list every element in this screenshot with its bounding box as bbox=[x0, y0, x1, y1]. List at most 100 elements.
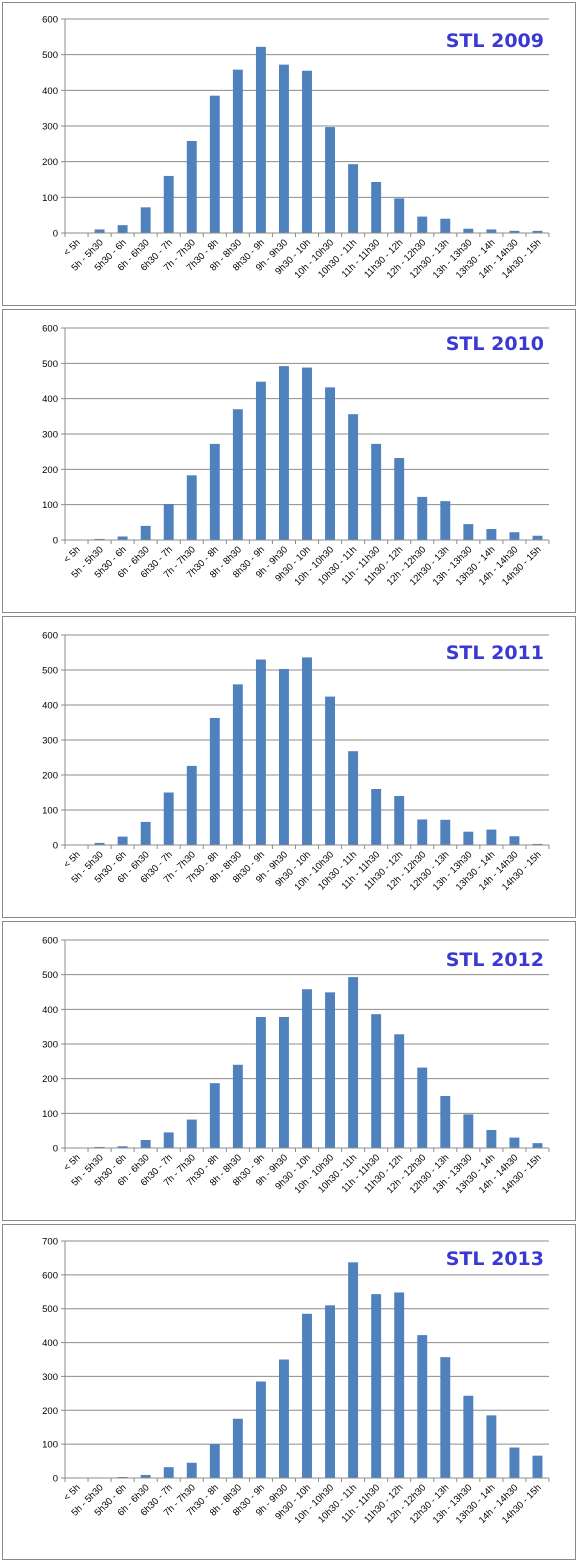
bar bbox=[417, 1067, 428, 1148]
bar bbox=[371, 443, 382, 540]
bar bbox=[440, 501, 451, 540]
y-tick-label: 100 bbox=[42, 1109, 58, 1120]
bar bbox=[255, 1381, 266, 1478]
bar bbox=[117, 225, 128, 233]
bar bbox=[348, 164, 359, 233]
y-tick-label: 200 bbox=[42, 771, 58, 782]
bar bbox=[463, 1114, 474, 1148]
bar bbox=[209, 717, 220, 845]
bar bbox=[509, 1137, 520, 1148]
bar bbox=[486, 229, 497, 233]
bar bbox=[186, 1462, 197, 1478]
y-tick-label: 400 bbox=[42, 701, 58, 712]
bar bbox=[163, 1467, 174, 1478]
bar bbox=[186, 140, 197, 233]
bar bbox=[325, 992, 336, 1148]
bar bbox=[94, 229, 105, 233]
y-tick-label: 300 bbox=[42, 122, 58, 133]
bar bbox=[417, 496, 428, 540]
y-tick-label: 0 bbox=[53, 229, 58, 240]
bar bbox=[302, 367, 312, 540]
y-tick-label: 700 bbox=[42, 1237, 58, 1248]
bar bbox=[509, 1447, 520, 1478]
bar bbox=[509, 532, 520, 540]
y-tick-label: 500 bbox=[42, 1304, 58, 1315]
bar bbox=[348, 977, 359, 1148]
y-tick-label: 0 bbox=[53, 1474, 58, 1485]
y-tick-label: 200 bbox=[42, 1074, 58, 1085]
bar bbox=[302, 989, 312, 1148]
bar bbox=[302, 657, 312, 845]
bar bbox=[463, 1395, 474, 1478]
bar bbox=[186, 765, 197, 845]
bar bbox=[278, 1016, 289, 1148]
bar bbox=[94, 842, 105, 845]
y-tick-label: 400 bbox=[42, 1005, 58, 1016]
y-tick-label: 500 bbox=[42, 666, 58, 677]
bar bbox=[394, 458, 405, 540]
chart-panel-2013: 0 100 200 300 400 500 600 700 < 5h 5h - 5h30 5h30 … bbox=[2, 1224, 576, 1560]
y-tick-label: 200 bbox=[42, 465, 58, 476]
bar bbox=[532, 535, 543, 540]
bar bbox=[417, 819, 428, 845]
bar bbox=[532, 230, 543, 233]
bar bbox=[232, 69, 243, 233]
y-tick-label: 0 bbox=[53, 1144, 58, 1155]
bar bbox=[278, 64, 289, 233]
bar bbox=[117, 836, 128, 845]
chart-title: STL 2011 bbox=[446, 642, 544, 664]
bar bbox=[278, 668, 289, 845]
bar bbox=[255, 1016, 266, 1148]
y-tick-label: 500 bbox=[42, 50, 58, 61]
y-tick-label: 600 bbox=[42, 936, 58, 947]
bar bbox=[394, 1292, 405, 1478]
bar bbox=[440, 1096, 451, 1148]
bar bbox=[140, 1140, 151, 1148]
bar bbox=[463, 831, 474, 845]
bar bbox=[463, 228, 474, 233]
y-tick-label: 600 bbox=[42, 324, 58, 335]
bar bbox=[255, 659, 266, 845]
chart-panel-2009: 0 100 200 300 400 500 600 < 5h 5h - 5h30 5h30 - 6… bbox=[2, 2, 576, 306]
y-tick-label: 400 bbox=[42, 1338, 58, 1349]
bar bbox=[94, 1146, 105, 1148]
bar bbox=[140, 1474, 151, 1478]
y-tick-label: 300 bbox=[42, 430, 58, 441]
bar bbox=[117, 536, 128, 540]
bar bbox=[371, 181, 382, 233]
bar bbox=[302, 70, 312, 233]
bar bbox=[325, 387, 336, 540]
y-tick-label: 0 bbox=[53, 536, 58, 547]
bar bbox=[371, 1294, 382, 1478]
bar bbox=[509, 836, 520, 845]
chart-panel-2010: 0 100 200 300 400 500 600 < 5h 5h - 5h30 5h30 - 6… bbox=[2, 309, 576, 613]
bar bbox=[209, 1083, 220, 1148]
y-tick-label: 500 bbox=[42, 970, 58, 981]
bar bbox=[255, 46, 266, 233]
chart-panel-2012: 0 100 200 300 400 500 600 < 5h 5h - 5h30 5h30 - 6… bbox=[2, 921, 576, 1221]
bar bbox=[394, 198, 405, 233]
bar bbox=[163, 792, 174, 845]
bar bbox=[232, 409, 243, 540]
y-tick-label: 400 bbox=[42, 86, 58, 97]
y-tick-label: 500 bbox=[42, 359, 58, 370]
bar bbox=[278, 1359, 289, 1478]
bar bbox=[186, 1119, 197, 1148]
bar bbox=[302, 1313, 312, 1478]
y-tick-label: 200 bbox=[42, 1406, 58, 1417]
bar bbox=[440, 819, 451, 845]
bar bbox=[486, 1415, 497, 1478]
y-tick-label: 400 bbox=[42, 394, 58, 405]
bar bbox=[209, 443, 220, 540]
y-tick-label: 100 bbox=[42, 193, 58, 204]
bar bbox=[278, 366, 289, 540]
bar bbox=[532, 1455, 543, 1478]
chart-panel-2011: 0 100 200 300 400 500 600 < 5h 5h - 5h30 5h30 - 6… bbox=[2, 616, 576, 918]
bar bbox=[232, 1064, 243, 1148]
bar bbox=[255, 381, 266, 540]
bar bbox=[509, 230, 520, 233]
bar bbox=[94, 538, 105, 540]
bar bbox=[440, 1357, 451, 1478]
